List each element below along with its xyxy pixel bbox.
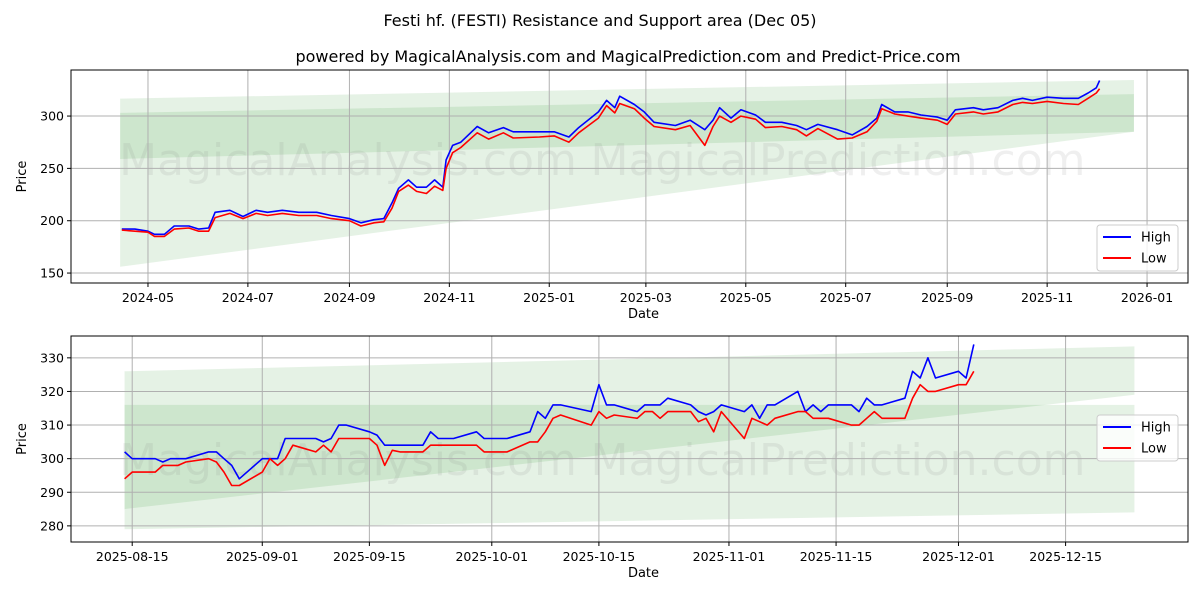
y-tick-label: 250 bbox=[40, 161, 64, 176]
x-tick-label: 2025-10-15 bbox=[563, 549, 636, 564]
x-tick-label: 2024-07 bbox=[222, 290, 274, 305]
axes-frame bbox=[70, 335, 1189, 543]
x-tick-label: 2025-12-15 bbox=[1029, 549, 1102, 564]
legend: High Low bbox=[1096, 414, 1179, 462]
x-tick-label: 2025-11-01 bbox=[693, 549, 766, 564]
x-tick-label: 2025-01 bbox=[523, 290, 575, 305]
x-tick-label: 2025-09 bbox=[921, 290, 973, 305]
series-line-high bbox=[121, 80, 1101, 236]
series-line-low bbox=[121, 88, 1101, 238]
y-tick-label: 150 bbox=[40, 266, 64, 281]
y-axis-label: Price bbox=[15, 161, 30, 193]
x-tick-label: 2025-10-01 bbox=[455, 549, 528, 564]
x-tick-label: 2024-11 bbox=[423, 290, 475, 305]
watermark: MagicalPrediction.com bbox=[591, 135, 1086, 186]
x-tick-label: 2025-11-15 bbox=[800, 549, 873, 564]
series-line-high bbox=[124, 344, 975, 480]
x-tick-label: 2025-05 bbox=[720, 290, 772, 305]
y-tick-label: 300 bbox=[40, 109, 64, 124]
x-tick-label: 2025-03 bbox=[620, 290, 672, 305]
legend-label-high: High bbox=[1141, 231, 1171, 246]
x-tick-label: 2025-09-01 bbox=[226, 549, 299, 564]
x-tick-label: 2025-07 bbox=[820, 290, 872, 305]
legend-label-low: Low bbox=[1141, 442, 1167, 457]
x-tick-label: 2026-01 bbox=[1121, 290, 1173, 305]
resistance-support-band-a bbox=[120, 79, 1134, 159]
x-tick-label: 2024-09 bbox=[323, 290, 375, 305]
x-tick-label: 2025-08-15 bbox=[96, 549, 169, 564]
top-chart-full-history: MagicalAnalysis.com MagicalPrediction.com… bbox=[15, 69, 1189, 322]
chart-subtitle: powered by MagicalAnalysis.com and Magic… bbox=[295, 47, 960, 66]
y-tick-label: 300 bbox=[40, 451, 64, 466]
y-tick-label: 200 bbox=[40, 213, 64, 228]
y-tick-label: 310 bbox=[40, 418, 64, 433]
resistance-support-band-b bbox=[124, 346, 1135, 510]
legend-label-low: Low bbox=[1141, 252, 1167, 267]
y-tick-label: 280 bbox=[40, 518, 64, 533]
x-tick-label: 2024-05 bbox=[122, 290, 174, 305]
axes-frame bbox=[70, 69, 1189, 284]
y-tick-label: 290 bbox=[40, 485, 64, 500]
x-axis-label: Date bbox=[628, 566, 659, 581]
y-tick-label: 320 bbox=[40, 384, 64, 399]
watermark: MagicalPrediction.com bbox=[591, 435, 1086, 486]
y-axis-label: Price bbox=[15, 423, 30, 455]
legend-label-high: High bbox=[1141, 421, 1171, 436]
x-tick-label: 2025-12-01 bbox=[922, 549, 995, 564]
watermark: MagicalAnalysis.com bbox=[119, 135, 577, 186]
x-axis-label: Date bbox=[628, 307, 659, 322]
bottom-chart-recent: MagicalAnalysis.com MagicalPrediction.com… bbox=[15, 335, 1189, 581]
legend: High Low bbox=[1096, 224, 1179, 272]
x-tick-label: 2025-11 bbox=[1021, 290, 1073, 305]
x-tick-label: 2025-09-15 bbox=[333, 549, 406, 564]
series-line-low bbox=[124, 370, 975, 487]
chart-title: Festi hf. (FESTI) Resistance and Support… bbox=[383, 11, 816, 30]
watermark: MagicalAnalysis.com bbox=[119, 435, 577, 486]
y-tick-label: 330 bbox=[40, 350, 64, 365]
